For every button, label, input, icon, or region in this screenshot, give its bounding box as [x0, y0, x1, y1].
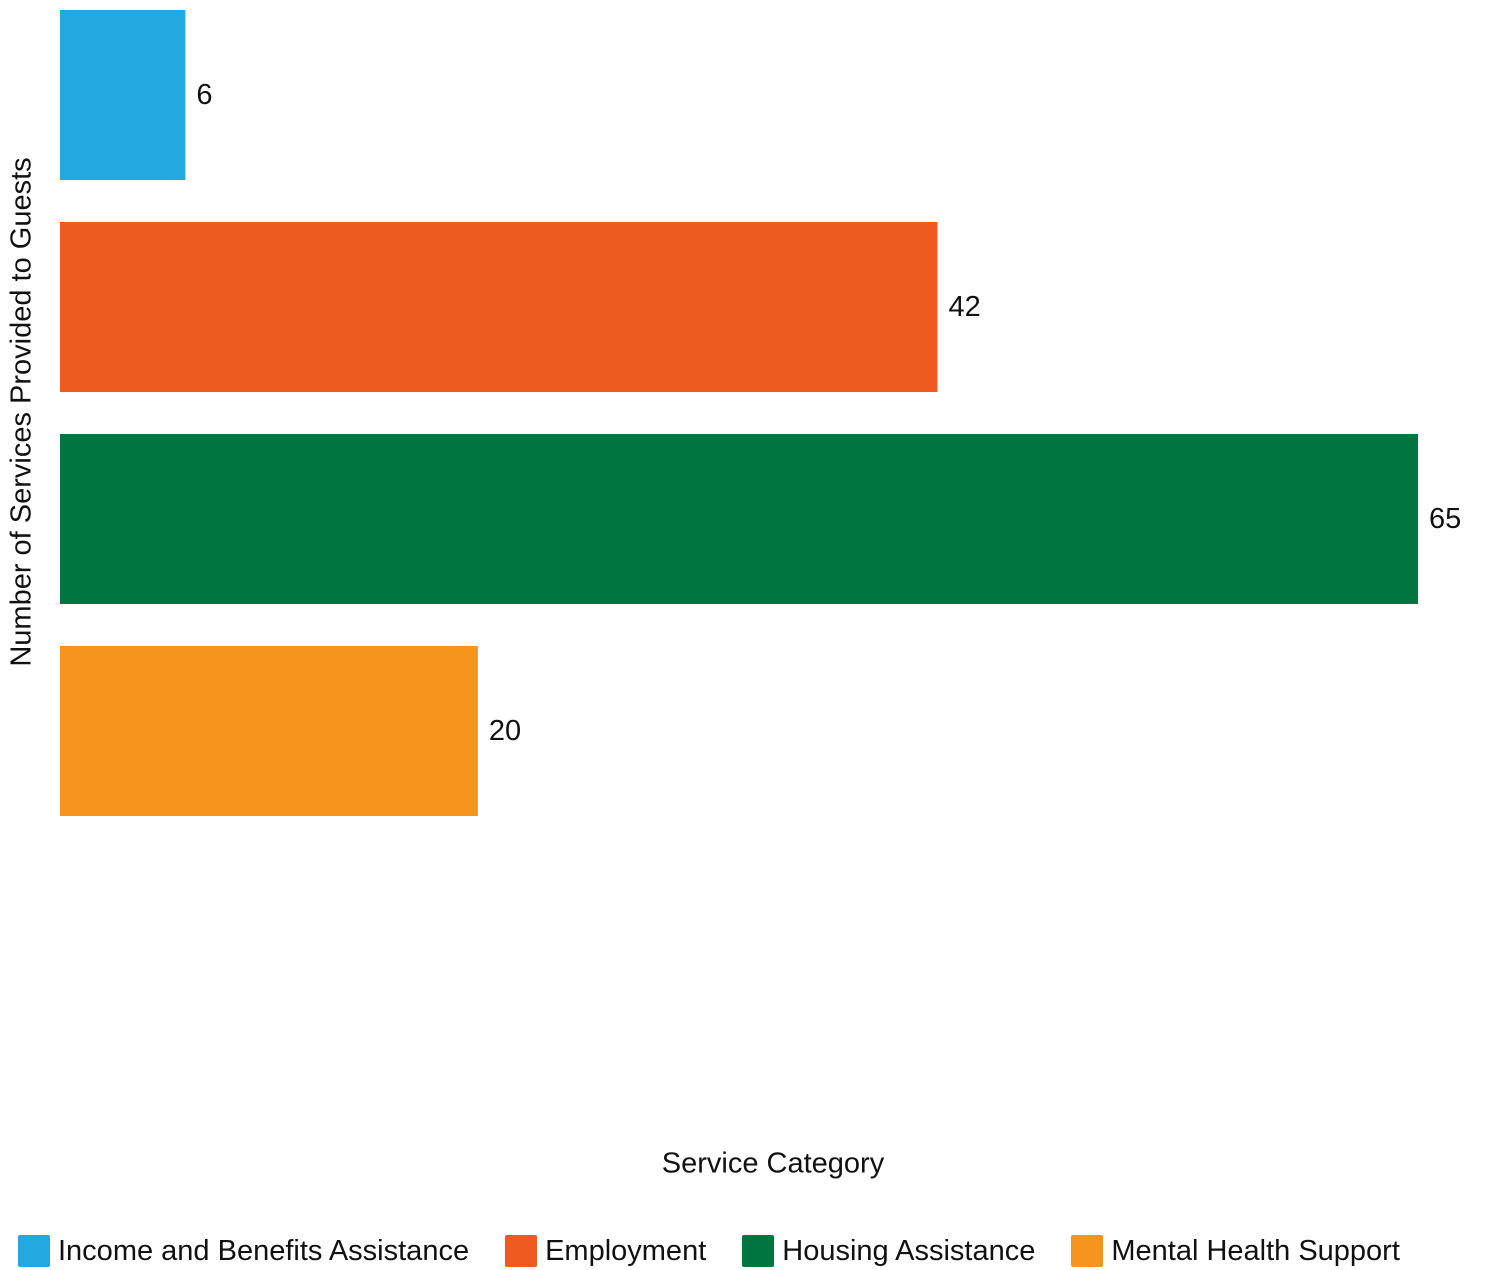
- bar-employment: [60, 222, 938, 392]
- legend-label-employment: Employment: [545, 1234, 707, 1267]
- legend-item-income: Income and Benefits Assistance: [18, 1235, 469, 1268]
- bar-value-label-income: 6: [196, 79, 212, 111]
- legend-label-housing: Housing Assistance: [782, 1234, 1036, 1267]
- bar-value-label-employment: 42: [948, 291, 980, 323]
- bar-value-label-housing: 65: [1429, 503, 1461, 535]
- legend-label-mental-health: Mental Health Support: [1111, 1234, 1400, 1267]
- legend-swatch-employment: [505, 1235, 538, 1267]
- legend-item-employment: Employment: [505, 1235, 706, 1268]
- legend-item-mental-health: Mental Health Support: [1071, 1235, 1400, 1268]
- legend: Income and Benefits Assistance Employmen…: [18, 1233, 1476, 1269]
- legend-swatch-mental-health: [1071, 1235, 1104, 1267]
- legend-item-housing: Housing Assistance: [742, 1235, 1035, 1268]
- bar-income: [60, 10, 186, 180]
- bar-mental-health: [60, 646, 478, 816]
- bar-value-label-mental-health: 20: [489, 715, 521, 747]
- legend-swatch-housing: [742, 1235, 775, 1267]
- y-axis-label: Number of Services Provided to Guests: [5, 157, 38, 667]
- x-axis-label: Service Category: [661, 1147, 885, 1180]
- legend-label-income: Income and Benefits Assistance: [58, 1234, 470, 1267]
- legend-swatch-income: [18, 1235, 50, 1267]
- bar-housing: [60, 434, 1418, 604]
